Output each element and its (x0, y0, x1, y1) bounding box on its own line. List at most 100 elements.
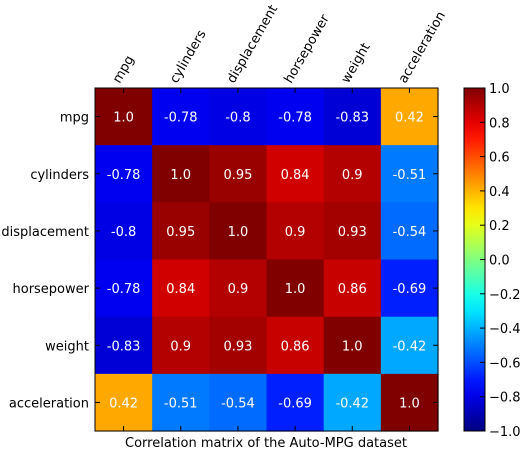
cell-value-label: -0.78 (278, 111, 312, 126)
x-tick-label: acceleration (396, 9, 449, 86)
cell-value-label: 0.93 (223, 339, 252, 354)
heatmap-cell (95, 316, 153, 375)
heatmap-cell (266, 202, 325, 261)
heatmap-cell (323, 373, 382, 432)
heatmap-cell (323, 202, 382, 261)
colorbar-tick-label: 0.8 (489, 116, 510, 131)
heatmap-cell (323, 145, 382, 203)
cell-value-label: 0.86 (338, 282, 367, 297)
cell-value-label: -0.83 (107, 339, 141, 354)
cell-value-label: -0.51 (393, 168, 427, 183)
heatmap-cell (266, 259, 325, 318)
cell-value-label: -0.69 (393, 282, 427, 297)
cell-value-label: 1.0 (170, 168, 191, 183)
y-tick-label: weight (45, 339, 89, 354)
x-axis-label: Correlation matrix of the Auto-MPG datas… (125, 436, 407, 450)
cell-value-label: 1.0 (342, 339, 363, 354)
heatmap-cell (95, 373, 153, 432)
cell-value-label: 0.9 (285, 225, 306, 240)
plot-frame (94, 87, 439, 432)
cell-value-label: 1.0 (285, 282, 306, 297)
cell-value-label: -0.83 (335, 111, 369, 126)
heatmap-cell (266, 316, 325, 375)
cell-value-label: 1.0 (399, 396, 420, 411)
heatmap-cell (95, 145, 153, 203)
y-axis-ticks: mpg cylinders displacement horsepower weight… (1, 111, 438, 411)
cell-value-label: -0.51 (164, 396, 198, 411)
cell-value-label: -0.42 (393, 339, 427, 354)
x-tick-label: mpg (110, 53, 138, 86)
y-tick-label: horsepower (13, 282, 90, 297)
colorbar-tick-label: 0.2 (489, 219, 510, 234)
y-tick-label: acceleration (9, 396, 89, 411)
cell-value-label: -0.42 (335, 396, 369, 411)
x-tick-label: displacement (224, 3, 281, 86)
heatmap-cell (323, 88, 382, 146)
heatmap-cell (209, 316, 268, 375)
heatmap-cell (95, 259, 153, 318)
cell-value-label: 1.0 (113, 111, 134, 126)
heatmap-cell (152, 88, 210, 146)
heatmap-cell (380, 145, 439, 203)
colorbar-tick-label: −1.0 (489, 425, 521, 440)
colorbar-tick-label: −0.8 (489, 391, 521, 406)
cell-value-label: 0.84 (281, 168, 310, 183)
heatmap-cell (380, 373, 439, 432)
heatmap-cell (209, 88, 268, 146)
cell-value-label: -0.78 (164, 111, 198, 126)
heatmap-cell (209, 259, 268, 318)
heatmap-cell (152, 202, 210, 261)
heatmap-cell (266, 145, 325, 203)
cell-value-label: 0.95 (223, 168, 252, 183)
heatmap-cell (95, 202, 153, 261)
heatmap-cell (266, 373, 325, 432)
heatmap-cell (209, 373, 268, 432)
cell-value-label: 0.42 (109, 396, 138, 411)
y-tick-label: mpg (60, 111, 89, 126)
cell-value-label: 1.0 (228, 225, 249, 240)
heatmap-cell (209, 145, 268, 203)
heatmap-cell (323, 316, 382, 375)
colorbar-tick-label: −0.4 (489, 322, 521, 337)
cell-value-label: -0.69 (278, 396, 312, 411)
colorbar-tick-label: −0.2 (489, 288, 521, 303)
cell-value-label: 0.42 (395, 111, 424, 126)
cell-value-label: -0.54 (393, 225, 427, 240)
cell-value-label: -0.8 (225, 111, 250, 126)
heatmap-cell (323, 259, 382, 318)
heatmap-cell (152, 145, 210, 203)
cell-value-label: -0.78 (107, 168, 141, 183)
colorbar-ticks: 1.0 0.8 0.6 0.4 0.2 0.0 −0.2 −0.4 −0.6 −0.8 −1.0 (480, 82, 521, 440)
cell-value-label: -0.8 (111, 225, 136, 240)
y-tick-label: cylinders (30, 168, 89, 183)
x-tick-label: horsepower (282, 12, 334, 86)
x-tick-label: weight (339, 41, 374, 86)
cell-value-label: 0.86 (281, 339, 310, 354)
heatmap-cell (152, 316, 210, 375)
cell-value-label: -0.54 (221, 396, 255, 411)
cell-value-label: 0.93 (338, 225, 367, 240)
heatmap-cell (380, 316, 439, 375)
colorbar-tick-label: 0.6 (489, 151, 510, 166)
colorbar-tick-label: 1.0 (489, 82, 510, 97)
colorbar-tick-label: −0.6 (489, 356, 521, 371)
cell-value-label: 0.9 (228, 282, 249, 297)
heatmap-cell (380, 202, 439, 261)
heatmap-cell (152, 373, 210, 432)
heatmap-cell (95, 88, 153, 146)
colorbar-tick-label: 0.0 (489, 254, 510, 269)
heatmap-cell (266, 88, 325, 146)
cell-value-label: -0.78 (107, 282, 141, 297)
cell-value-label: 0.84 (166, 282, 195, 297)
heatmap-cell (380, 259, 439, 318)
heatmap-cell (152, 259, 210, 318)
heatmap-cells (95, 88, 439, 432)
x-tick-label: cylinders (167, 27, 209, 86)
colorbar-tick-label: 0.4 (489, 185, 510, 200)
cell-value-label: 0.9 (170, 339, 191, 354)
cell-value-label: 0.9 (342, 168, 363, 183)
heatmap-cell (209, 202, 268, 261)
heatmap-cell-labels: 1.0 -0.78 -0.8 -0.78 -0.83 0.42 -0.78 1.0 0.95 0.… (107, 111, 426, 412)
cell-value-label: 0.95 (166, 225, 195, 240)
